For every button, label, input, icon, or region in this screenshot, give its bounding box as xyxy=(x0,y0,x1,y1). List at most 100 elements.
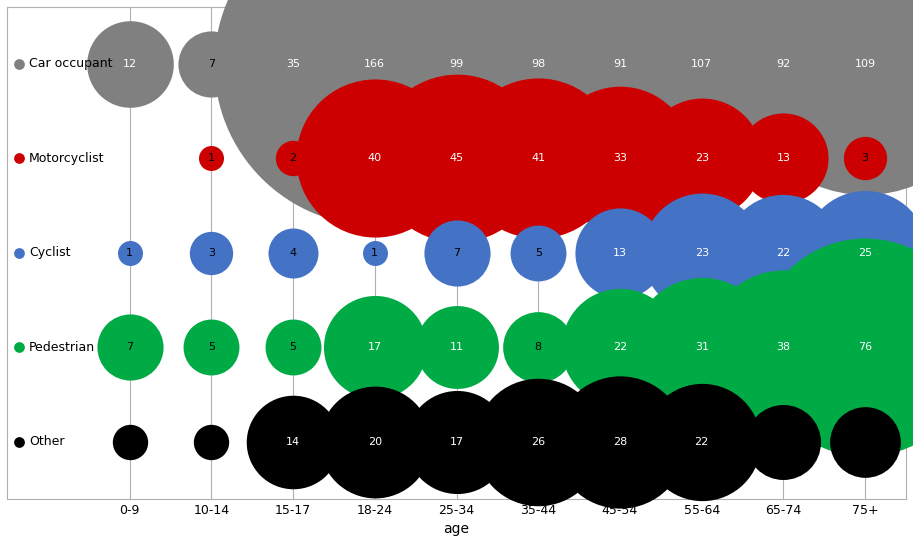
Text: 9: 9 xyxy=(780,437,787,447)
Point xyxy=(613,438,627,446)
Text: 41: 41 xyxy=(531,153,545,163)
Point xyxy=(449,154,464,162)
Point xyxy=(776,343,791,352)
Point xyxy=(204,249,218,257)
Text: 91: 91 xyxy=(613,59,627,68)
Text: 22: 22 xyxy=(613,342,627,352)
Point xyxy=(367,438,382,446)
Point xyxy=(531,438,546,446)
Point xyxy=(122,249,137,257)
Text: 23: 23 xyxy=(695,153,708,163)
Point xyxy=(613,59,627,68)
Point xyxy=(695,438,709,446)
Point xyxy=(449,249,464,257)
Point xyxy=(204,59,218,68)
Text: 38: 38 xyxy=(776,342,791,352)
Text: Car occupant: Car occupant xyxy=(29,57,112,70)
Text: 14: 14 xyxy=(286,437,300,447)
X-axis label: age: age xyxy=(444,522,469,536)
Text: 45: 45 xyxy=(449,153,464,163)
Text: Other: Other xyxy=(29,435,65,449)
Text: 3: 3 xyxy=(208,248,215,258)
Text: 8: 8 xyxy=(535,342,541,352)
Text: 31: 31 xyxy=(695,342,708,352)
Text: 76: 76 xyxy=(858,342,872,352)
Text: 22: 22 xyxy=(695,437,708,447)
Point xyxy=(858,154,873,162)
Point xyxy=(531,154,546,162)
Text: 33: 33 xyxy=(613,153,627,163)
Point xyxy=(449,59,464,68)
Text: 8: 8 xyxy=(862,437,869,447)
Text: 35: 35 xyxy=(286,59,300,68)
Text: 2: 2 xyxy=(289,153,297,163)
Text: 5: 5 xyxy=(208,342,215,352)
Text: 7: 7 xyxy=(126,342,133,352)
Text: 13: 13 xyxy=(613,248,627,258)
Point xyxy=(613,154,627,162)
Text: 3: 3 xyxy=(862,153,868,163)
Text: 1: 1 xyxy=(372,248,378,258)
Text: 99: 99 xyxy=(449,59,464,68)
Text: 28: 28 xyxy=(613,437,627,447)
Point xyxy=(449,343,464,352)
Point xyxy=(695,59,709,68)
Text: 11: 11 xyxy=(449,342,464,352)
Point xyxy=(695,249,709,257)
Text: 4: 4 xyxy=(289,248,297,258)
Text: 92: 92 xyxy=(776,59,791,68)
Point xyxy=(449,438,464,446)
Text: 2: 2 xyxy=(126,437,133,447)
Text: 25: 25 xyxy=(858,248,872,258)
Point xyxy=(858,438,873,446)
Text: 17: 17 xyxy=(449,437,464,447)
Point xyxy=(776,249,791,257)
Point xyxy=(367,59,382,68)
Point xyxy=(204,343,218,352)
Point xyxy=(367,343,382,352)
Point xyxy=(367,249,382,257)
Point xyxy=(122,59,137,68)
Point xyxy=(286,154,300,162)
Text: 12: 12 xyxy=(122,59,137,68)
Point xyxy=(122,438,137,446)
Point xyxy=(531,343,546,352)
Point xyxy=(613,343,627,352)
Text: 7: 7 xyxy=(453,248,460,258)
Point xyxy=(695,343,709,352)
Point xyxy=(12,438,26,446)
Point xyxy=(858,249,873,257)
Point xyxy=(858,343,873,352)
Point xyxy=(776,438,791,446)
Text: 166: 166 xyxy=(364,59,385,68)
Point xyxy=(367,154,382,162)
Text: 1: 1 xyxy=(126,248,133,258)
Text: 23: 23 xyxy=(695,248,708,258)
Point xyxy=(286,249,300,257)
Point xyxy=(286,59,300,68)
Text: Motorcyclist: Motorcyclist xyxy=(29,151,104,165)
Point xyxy=(531,59,546,68)
Text: 5: 5 xyxy=(535,248,541,258)
Point xyxy=(776,59,791,68)
Text: 1: 1 xyxy=(208,153,215,163)
Text: 22: 22 xyxy=(776,248,791,258)
Point xyxy=(286,343,300,352)
Point xyxy=(12,249,26,257)
Text: 107: 107 xyxy=(691,59,712,68)
Point xyxy=(695,154,709,162)
Point xyxy=(122,343,137,352)
Text: 109: 109 xyxy=(855,59,876,68)
Point xyxy=(858,59,873,68)
Text: 13: 13 xyxy=(776,153,791,163)
Text: Pedestrian: Pedestrian xyxy=(29,341,95,354)
Text: 7: 7 xyxy=(208,59,215,68)
Text: Cyclist: Cyclist xyxy=(29,247,70,260)
Text: 98: 98 xyxy=(531,59,545,68)
Text: 2: 2 xyxy=(208,437,215,447)
Point xyxy=(286,438,300,446)
Text: 5: 5 xyxy=(289,342,297,352)
Text: 17: 17 xyxy=(368,342,382,352)
Point xyxy=(12,59,26,68)
Point xyxy=(12,154,26,162)
